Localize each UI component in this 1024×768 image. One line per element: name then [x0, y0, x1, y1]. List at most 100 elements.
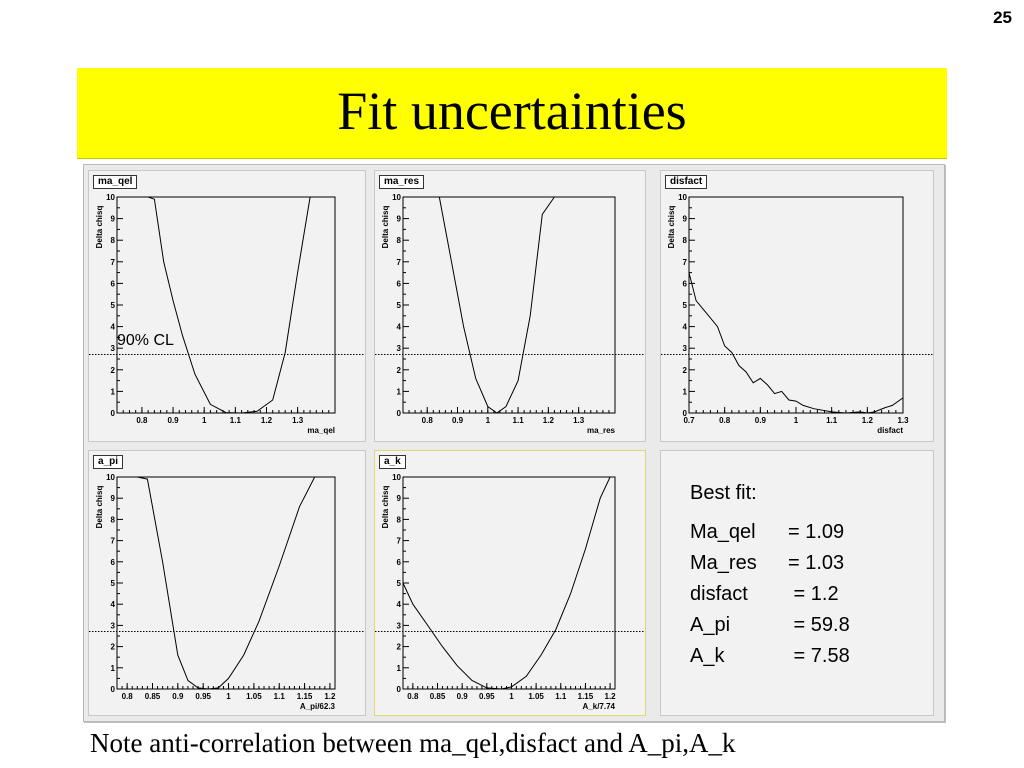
plot-pad-disfact[interactable]: disfact 0 1 2 3 4 5 6 7 8 9 10 0.7 0.8 0.9 1 1.1 1.2 1.3 d… — [660, 170, 934, 442]
plot-frame — [116, 196, 336, 414]
y-tick-label: 1 — [397, 387, 402, 396]
y-tick-label: 0 — [683, 409, 688, 418]
y-tick-label: 7 — [397, 537, 402, 546]
y-tick-label: 2 — [397, 366, 402, 375]
x-tick-label: 1.15 — [578, 692, 594, 701]
x-axis-label: A_k/7.74 — [583, 702, 616, 711]
y-tick-label: 0 — [397, 685, 402, 694]
y-tick-label: 4 — [111, 323, 116, 332]
plot-pad-ma-res[interactable]: ma_res 0 1 2 3 4 5 6 7 8 9 10 0.8 0.9 1 1.1 1.2 1.3 ma_re… — [374, 170, 646, 442]
delta-chisq-curve — [137, 476, 316, 690]
y-tick-label: 4 — [111, 600, 116, 609]
best-fit-heading: Best fit: — [690, 482, 757, 504]
x-tick-label: 0.85 — [145, 692, 161, 701]
y-tick-label: 9 — [397, 494, 402, 503]
cl-label: 90% CL — [117, 332, 174, 349]
y-tick-label: 6 — [397, 558, 402, 567]
pad-label: ma_res — [379, 175, 425, 189]
y-axis-label: Delta chisq — [667, 206, 676, 249]
x-tick-label: 1.2 — [261, 416, 273, 425]
param-name: A_k — [690, 645, 725, 667]
param-value: 59.8 — [810, 614, 850, 636]
x-tick-label: 1.05 — [246, 692, 262, 701]
y-tick-label: 5 — [397, 301, 402, 310]
delta-chisq-curve — [402, 476, 611, 690]
y-tick-label: 3 — [397, 344, 402, 353]
x-axis-label: ma_qel — [307, 426, 335, 435]
x-tick-label: 0.95 — [479, 692, 495, 701]
y-tick-label: 8 — [397, 236, 402, 245]
y-tick-label: 6 — [111, 558, 116, 567]
x-tick-label: 1 — [794, 416, 799, 425]
y-axis-label: Delta chisq — [95, 206, 104, 249]
x-tick-label: 0.95 — [195, 692, 211, 701]
y-tick-label: 2 — [397, 643, 402, 652]
ma-qel-plot: 0 1 2 3 4 5 6 7 8 9 10 0.8 0.9 1 1.1 1.2 1.3ma_qel Delta … — [89, 193, 365, 435]
best-fit-row: Ma_qel = 1.09 — [690, 517, 850, 548]
param-value: 7.58 — [810, 645, 850, 667]
x-tick-label: 0.9 — [167, 416, 179, 425]
pad-label: disfact — [665, 175, 708, 189]
x-tick-label: 1.3 — [897, 416, 909, 425]
x-tick-label: 1.1 — [230, 416, 242, 425]
y-axis-label: Delta chisq — [95, 486, 104, 529]
x-tick-label: 0.85 — [430, 692, 446, 701]
equals-sign: = — [788, 552, 806, 574]
y-tick-label: 3 — [397, 621, 402, 630]
y-tick-label: 6 — [397, 279, 402, 288]
plot-canvas: ma_qel 0 1 2 3 4 5 6 7 8 9 10 0.8 0.9 1 1.1 1.2 1.3 ma_qe… — [83, 164, 945, 722]
pad-label: a_pi — [93, 455, 124, 469]
y-tick-label: 4 — [397, 600, 402, 609]
y-tick-label: 5 — [111, 301, 116, 310]
x-tick-label: 1.2 — [605, 692, 617, 701]
y-tick-label: 0 — [111, 685, 116, 694]
x-tick-label: 1.2 — [543, 416, 555, 425]
y-tick-label: 7 — [111, 258, 116, 267]
equals-sign: = — [788, 645, 811, 667]
best-fit-box: Best fit: Ma_qel = 1.09 Ma_res = 1.03 disf… — [690, 478, 850, 672]
ma-res-plot: 0 1 2 3 4 5 6 7 8 9 10 0.8 0.9 1 1.1 1.2 1.3ma_res Delta … — [375, 193, 645, 435]
x-tick-label: 0.9 — [172, 692, 184, 701]
delta-chisq-curve — [438, 196, 555, 414]
y-tick-label: 4 — [397, 323, 402, 332]
plot-pad-ma-qel[interactable]: ma_qel 0 1 2 3 4 5 6 7 8 9 10 0.8 0.9 1 1.1 1.2 1.3 ma_qe… — [88, 170, 366, 442]
y-tick-label: 8 — [683, 236, 688, 245]
x-tick-label: 0.8 — [136, 416, 148, 425]
y-tick-label: 10 — [392, 473, 401, 482]
y-tick-label: 3 — [111, 344, 116, 353]
plot-pad-a-pi[interactable]: a_pi 0 1 2 3 4 5 6 7 8 9 10 0.8 0.85 0.9 0.95 1 1.05 1.1 1… — [88, 450, 366, 716]
x-tick-label: 0.7 — [683, 416, 695, 425]
param-value: 1.2 — [810, 583, 839, 605]
best-fit-pad — [660, 450, 934, 716]
x-tick-label: 1.1 — [826, 416, 838, 425]
y-tick-label: 8 — [397, 515, 402, 524]
delta-chisq-curve — [688, 272, 904, 414]
y-tick-label: 1 — [111, 664, 116, 673]
plot-pad-a-k[interactable]: a_k 0 1 2 3 4 5 6 7 8 9 10 0.8 0.85 0.9 0.95 1 1.05 1.1 1.… — [374, 450, 646, 716]
y-tick-label: 5 — [683, 301, 688, 310]
title-banner: Fit uncertainties — [77, 68, 947, 159]
pad-label: a_k — [379, 455, 406, 469]
slide-note: Note anti-correlation between ma_qel,dis… — [90, 728, 736, 758]
x-tick-label: 1.2 — [324, 692, 336, 701]
x-tick-label: 1 — [486, 416, 491, 425]
x-tick-label: 1.15 — [297, 692, 313, 701]
x-tick-label: 0.8 — [407, 692, 419, 701]
y-tick-label: 1 — [397, 664, 402, 673]
y-tick-label: 3 — [111, 621, 116, 630]
x-tick-label: 1 — [226, 692, 231, 701]
y-tick-label: 2 — [683, 366, 688, 375]
x-tick-label: 0.9 — [755, 416, 767, 425]
y-tick-label: 8 — [111, 236, 116, 245]
best-fit-row: A_pi = 59.8 — [690, 610, 850, 641]
y-tick-label: 8 — [111, 515, 116, 524]
y-tick-label: 9 — [111, 494, 116, 503]
param-value: 1.03 — [805, 552, 845, 574]
x-tick-label: 1.1 — [555, 692, 567, 701]
y-axis-label: Delta chisq — [381, 206, 390, 249]
y-tick-label: 1 — [683, 387, 688, 396]
y-tick-label: 0 — [111, 409, 116, 418]
delta-chisq-curve — [147, 196, 311, 414]
y-axis-label: Delta chisq — [381, 486, 390, 529]
